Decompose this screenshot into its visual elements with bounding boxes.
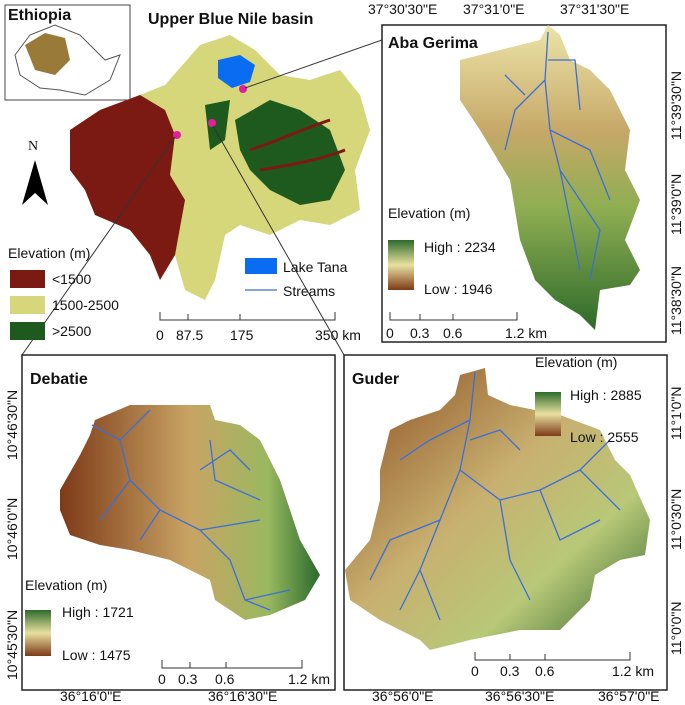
streams — [369, 371, 621, 621]
lat-label: 10°46'30"N — [4, 390, 20, 460]
connector — [212, 125, 345, 356]
lon-label: 36°56'30"E — [485, 688, 554, 704]
scale-bar — [161, 660, 303, 669]
scale-label: 0 — [158, 671, 166, 687]
legend-label: 1500-2500 — [52, 297, 119, 313]
lat-label: 11°0'30"N — [668, 489, 684, 550]
map-title: Upper Blue Nile basin — [148, 11, 313, 28]
lon-label: 37°31'0"E — [463, 1, 525, 17]
lat-label: 11°0'0"N — [668, 602, 684, 655]
inset-basin — [25, 33, 70, 75]
scale-label: 175 — [230, 327, 254, 343]
scale-label: 0.6 — [535, 663, 555, 679]
legend-label: >2500 — [52, 323, 92, 339]
legend-title: Elevation (m) — [8, 245, 90, 261]
lat-label: 10°45'30"N — [4, 610, 20, 680]
panel-debatie: Debatie 10°46'30"N 10°46'0"N 10°45'30"N … — [4, 354, 336, 704]
panel-title: Aba Gerima — [388, 35, 478, 52]
legend-high: High : 2885 — [570, 387, 642, 403]
legend-swatch — [10, 296, 45, 314]
basin-high — [205, 100, 230, 150]
legend-title: Elevation (m) — [25, 577, 107, 593]
legend-swatch — [10, 322, 45, 340]
scale-label: 0 — [386, 325, 394, 341]
north-label: N — [28, 139, 38, 154]
scale-label: 1.2 km — [612, 663, 654, 679]
scale-label: 0 — [471, 663, 479, 679]
panel-title: Guder — [352, 371, 399, 388]
site-dot — [239, 85, 247, 93]
basin-low — [70, 95, 185, 280]
panel-title: Debatie — [30, 371, 88, 388]
lat-label: 10°46'0"N — [4, 498, 20, 560]
legend-swatch — [10, 270, 45, 288]
gorge — [249, 118, 346, 172]
legend-title: Elevation (m) — [535, 354, 617, 370]
lat-label: 11°39'30"N — [668, 71, 684, 140]
streams — [504, 31, 611, 281]
scale-label: 1.2 km — [505, 325, 547, 341]
scale-label: 0.3 — [410, 325, 430, 341]
panel-guder: Guder 11°1'0"N 11°0'30"N 11°0'0"N 36°56'… — [343, 354, 684, 704]
legend-label: <1500 — [52, 271, 92, 287]
scale-bar — [159, 312, 336, 321]
scale-label: 0.3 — [178, 671, 198, 687]
north-arrow — [22, 160, 48, 205]
connector — [244, 39, 383, 89]
lon-label: 37°30'30"E — [368, 1, 437, 17]
inset-label: Ethiopia — [8, 7, 71, 24]
scale-label: 1.2 km — [288, 671, 330, 687]
basin-high — [235, 100, 345, 205]
scale-label: 0.6 — [443, 325, 463, 341]
lon-label: 36°56'0"E — [372, 688, 434, 704]
site-dot — [208, 119, 216, 127]
connector — [21, 136, 176, 356]
colorbar — [535, 392, 561, 436]
legend-swatch — [245, 258, 277, 274]
basin-map: Ethiopia Upper Blue Nile basin N Elevati… — [4, 4, 383, 356]
legend-low: Low : 2555 — [570, 429, 639, 445]
lat-label: 11°39'0"N — [668, 174, 684, 235]
legend-high: High : 2234 — [424, 239, 496, 255]
colorbar — [388, 240, 414, 290]
scale-label: 0.3 — [500, 663, 520, 679]
legend-label: Lake Tana — [283, 259, 348, 275]
legend-high: High : 1721 — [62, 604, 134, 620]
scale-label: 87.5 — [176, 327, 203, 343]
lon-label: 36°57'0"E — [598, 688, 660, 704]
legend-low: Low : 1475 — [62, 647, 131, 663]
dem — [345, 368, 650, 650]
scale-label: 0 — [156, 327, 164, 343]
colorbar — [25, 610, 51, 656]
legend-low: Low : 1946 — [424, 281, 493, 297]
lon-label: 36°16'0"E — [60, 688, 122, 704]
legend-title: Elevation (m) — [388, 205, 470, 221]
lake-tana — [218, 55, 255, 88]
scale-bar — [389, 312, 518, 321]
scale-label: 350 km — [315, 327, 361, 343]
panel-aba-gerima: Aba Gerima 37°30'30"E 37°31'0"E 37°31'30… — [368, 1, 684, 343]
scale-label: 0.6 — [215, 671, 235, 687]
lat-label: 11°38'30"N — [668, 266, 684, 335]
scale-bar — [474, 652, 631, 661]
legend-label: Streams — [283, 283, 335, 299]
streams — [91, 409, 291, 611]
lon-label: 37°31'30"E — [560, 1, 629, 17]
lon-label: 36°16'30"E — [208, 688, 277, 704]
lat-label: 11°1'0"N — [668, 387, 684, 440]
